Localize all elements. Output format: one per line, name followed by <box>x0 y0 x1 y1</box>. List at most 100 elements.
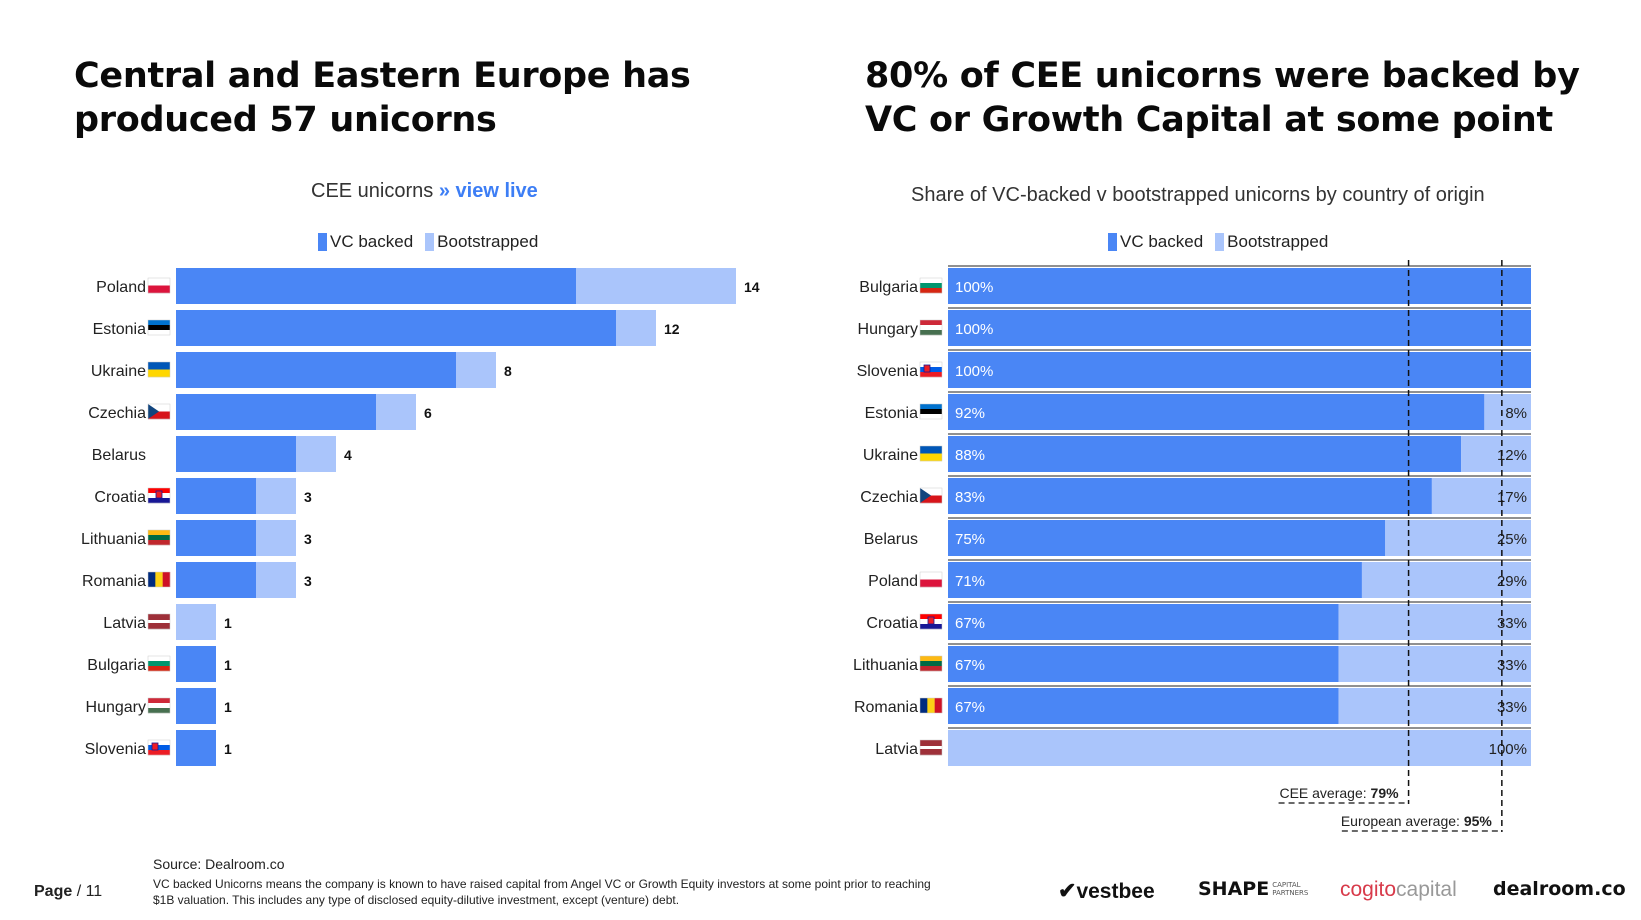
bulgaria-flag-icon <box>919 277 943 294</box>
bar-boot-estonia <box>1484 394 1531 430</box>
category-label-belarus: Belarus <box>864 531 918 548</box>
flag-stripe <box>148 708 170 714</box>
boot-pct-label-croatia: 33% <box>1497 615 1527 632</box>
total-label-poland: 14 <box>744 279 760 295</box>
bar-vc-bulgaria <box>176 646 216 682</box>
flag-triangle <box>920 488 931 503</box>
bar-boot-poland <box>1361 562 1531 598</box>
flag-stripe <box>920 446 942 454</box>
total-label-latvia: 1 <box>224 615 232 631</box>
vc-pct-label-lithuania: 67% <box>955 657 985 674</box>
total-label-czechia: 6 <box>424 405 432 421</box>
flag-border <box>919 361 943 378</box>
flag-border <box>919 319 943 336</box>
flag-stripe <box>148 703 170 709</box>
vc-pct-label-bulgaria: 100% <box>955 279 993 296</box>
slovenia-flag-icon <box>147 739 171 756</box>
bar-boot-czechia <box>1431 478 1531 514</box>
bar-vc-romania <box>176 562 256 598</box>
flag-border <box>919 655 943 672</box>
left-title-line2: produced 57 unicorns <box>74 100 497 140</box>
total-label-slovenia: 1 <box>224 741 232 757</box>
flag-border <box>919 487 943 504</box>
ref-label-european: European average: 95% <box>1341 813 1493 829</box>
flag-triangle <box>148 404 159 419</box>
category-label-slovenia: Slovenia <box>857 363 918 380</box>
latvia-flag-icon <box>147 613 171 630</box>
view-live-link[interactable]: » view live <box>438 180 538 202</box>
estonia-flag-icon <box>147 319 171 336</box>
footnote-text: VC backed Unicorns means the company is … <box>153 877 931 907</box>
flag-stripe <box>920 325 942 331</box>
vc-pct-label-belarus: 75% <box>955 531 985 548</box>
flag-border <box>919 571 943 588</box>
bar-vc-belarus <box>176 436 296 472</box>
flag-border <box>147 697 171 714</box>
category-label-poland: Poland <box>96 279 146 296</box>
flag-stripe <box>934 698 943 713</box>
flag-stripe <box>148 285 170 294</box>
bar-boot-czechia <box>376 394 416 430</box>
boot-pct-label-romania: 33% <box>1497 699 1527 716</box>
right-chart-subtitle: Share of VC-backed v bootstrapped unicor… <box>911 184 1485 206</box>
shape-logo-text: SHAPE <box>1198 878 1270 900</box>
category-label-lithuania: Lithuania <box>853 657 918 674</box>
flag-border <box>147 655 171 672</box>
flag-stripe <box>148 750 170 756</box>
category-label-romania: Romania <box>854 699 918 716</box>
bar-vc-croatia <box>948 604 1339 640</box>
legend-label-vc: VC backed <box>1120 232 1204 251</box>
lithuania-flag-icon <box>919 655 943 672</box>
flag-stripe <box>920 624 942 630</box>
category-label-romania: Romania <box>82 573 146 590</box>
bar-vc-czechia <box>176 394 376 430</box>
flag-border <box>919 613 943 630</box>
page-label: Page <box>34 883 73 900</box>
flag-emblem <box>923 364 931 373</box>
vc-pct-label-hungary: 100% <box>955 321 993 338</box>
poland-flag-icon <box>919 571 943 588</box>
shape-sub1: CAPITAL <box>1272 881 1301 889</box>
slovenia-flag-icon <box>919 361 943 378</box>
bar-vc-lithuania <box>948 646 1339 682</box>
flag-emblem <box>927 616 935 625</box>
flag-stripe <box>148 698 170 704</box>
bar-vc-estonia <box>948 394 1485 430</box>
bar-vc-lithuania <box>176 520 256 556</box>
romania-flag-icon <box>147 571 171 588</box>
category-label-latvia: Latvia <box>875 741 918 758</box>
vc-pct-label-ukraine: 88% <box>955 447 985 464</box>
category-label-croatia: Croatia <box>94 489 146 506</box>
flag-stripe <box>148 626 170 630</box>
category-label-czechia: Czechia <box>860 489 918 506</box>
flag-stripe <box>148 530 170 536</box>
flag-stripe <box>920 752 942 756</box>
page-indicator: Page / 11 <box>34 883 102 901</box>
flag-stripe <box>920 453 942 462</box>
flag-border <box>147 361 171 378</box>
right-legend: VC backed Bootstrapped <box>1108 232 1340 252</box>
flag-stripe <box>920 614 942 620</box>
bar-vc-czechia <box>948 478 1432 514</box>
bar-boot-belarus <box>1385 520 1531 556</box>
legend-item-vc: VC backed <box>318 232 413 252</box>
flag-border <box>147 319 171 336</box>
category-label-ukraine: Ukraine <box>91 363 146 380</box>
romania-flag-icon <box>919 697 943 714</box>
flag-stripe <box>148 740 170 746</box>
bulgaria-flag-icon <box>147 655 171 672</box>
legend-swatch-vc <box>1108 233 1117 251</box>
flag-stripe <box>920 746 942 750</box>
bar-boot-romania <box>256 562 296 598</box>
croatia-flag-icon <box>147 487 171 504</box>
ref-label-cee: CEE average: 79% <box>1279 785 1399 801</box>
bar-vc-poland <box>948 562 1362 598</box>
boot-pct-label-belarus: 25% <box>1497 531 1527 548</box>
left-legend: VC backed Bootstrapped <box>318 232 550 252</box>
bar-vc-belarus <box>948 520 1386 556</box>
source-text: Source: Dealroom.co <box>153 856 285 872</box>
vestbee-logo: ✔vestbee <box>1058 878 1155 904</box>
vestbee-logo-text: vestbee <box>1076 880 1155 903</box>
estonia-flag-icon <box>919 403 943 420</box>
flag-stripe <box>920 362 942 368</box>
